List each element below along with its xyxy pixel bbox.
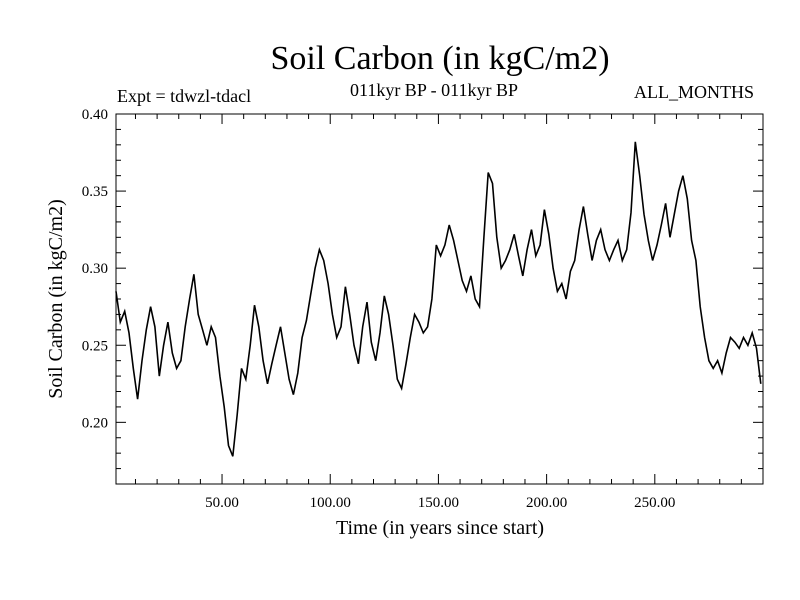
y-tick-label: 0.40	[82, 107, 108, 123]
x-axis-label: Time (in years since start)	[336, 517, 544, 539]
axis-ticks	[116, 114, 763, 484]
experiment-label: Expt = tdwzl-tdacl	[117, 86, 252, 106]
x-tick-label: 150.00	[418, 495, 459, 511]
x-tick-labels: 50.00 100.00 150.00 200.00 250.00	[205, 495, 675, 511]
plot-frame	[115, 113, 764, 485]
period-label: 011kyr BP - 011kyr BP	[349, 80, 518, 100]
x-tick-label: 200.00	[526, 495, 567, 511]
y-tick-labels: 0.20 0.25 0.30 0.35 0.40	[82, 107, 108, 431]
x-tick-label: 250.00	[634, 495, 675, 511]
y-tick-label: 0.35	[82, 184, 108, 200]
x-tick-label: 100.00	[310, 495, 351, 511]
x-tick-label: 50.00	[205, 495, 239, 511]
y-tick-label: 0.30	[82, 261, 108, 277]
series-line	[115, 141, 762, 457]
chart-title: Soil Carbon (in kgC/m2)	[270, 40, 610, 77]
months-label: ALL_MONTHS	[634, 82, 754, 102]
y-axis-label: Soil Carbon (in kgC/m2)	[45, 199, 67, 398]
y-tick-label: 0.25	[82, 338, 108, 354]
y-tick-label: 0.20	[82, 415, 108, 431]
